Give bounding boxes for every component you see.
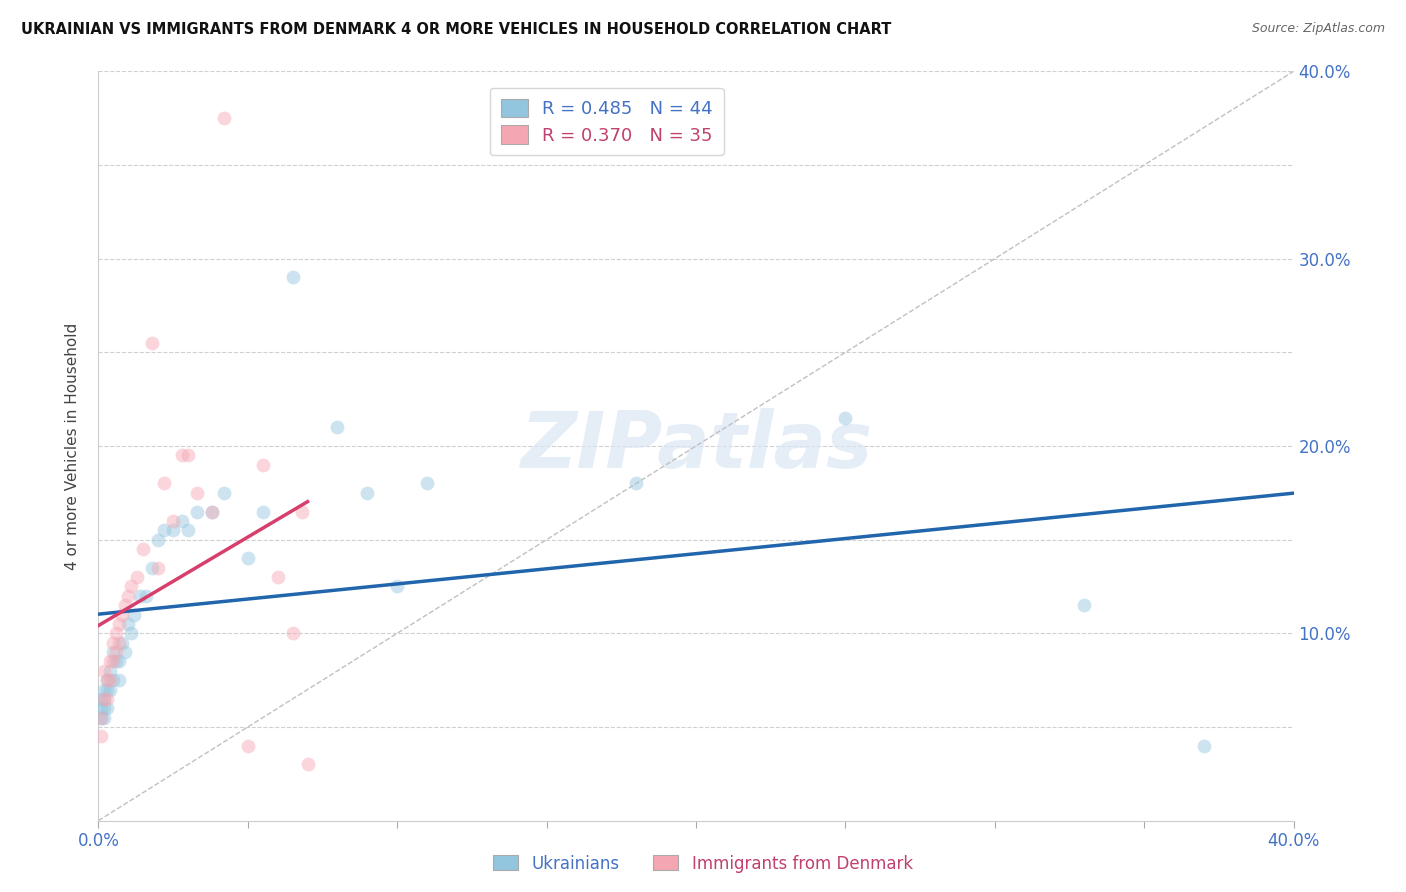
Point: [186, 505, 208, 519]
Point: [93, 692, 115, 706]
Point: [96, 692, 118, 706]
Point: [93, 682, 115, 697]
Point: [212, 486, 235, 500]
Point: [385, 580, 409, 594]
Text: ZIPatlas: ZIPatlas: [520, 408, 872, 484]
Point: [108, 617, 131, 632]
Point: [108, 635, 131, 649]
Point: [177, 524, 200, 538]
Point: [96, 673, 118, 688]
Point: [132, 542, 155, 557]
Point: [93, 710, 115, 724]
Point: [103, 645, 125, 659]
Point: [90, 730, 112, 744]
Point: [114, 599, 136, 613]
Point: [291, 505, 314, 519]
Point: [108, 673, 131, 688]
Point: [416, 476, 439, 491]
Point: [141, 561, 163, 575]
Point: [108, 655, 131, 669]
Point: [93, 701, 115, 715]
Point: [120, 580, 142, 594]
Point: [98, 664, 122, 678]
Point: [117, 589, 139, 603]
Point: [127, 570, 149, 584]
Legend: Ukrainians, Immigrants from Denmark: Ukrainians, Immigrants from Denmark: [486, 848, 920, 880]
Point: [98, 673, 122, 688]
Point: [148, 533, 170, 547]
Point: [201, 505, 224, 519]
Point: [105, 655, 128, 669]
Point: [103, 635, 125, 649]
Point: [236, 551, 259, 566]
Point: [98, 682, 122, 697]
Point: [124, 607, 146, 622]
Point: [135, 589, 157, 603]
Point: [111, 607, 134, 622]
Text: UKRAINIAN VS IMMIGRANTS FROM DENMARK 4 OR MORE VEHICLES IN HOUSEHOLD CORRELATION: UKRAINIAN VS IMMIGRANTS FROM DENMARK 4 O…: [21, 22, 891, 37]
Point: [267, 570, 290, 584]
Point: [326, 420, 349, 434]
Point: [153, 524, 176, 538]
Point: [1073, 599, 1095, 613]
Point: [162, 524, 184, 538]
Point: [93, 692, 115, 706]
Point: [356, 486, 378, 500]
Point: [105, 645, 128, 659]
Y-axis label: 4 or more Vehicles in Household: 4 or more Vehicles in Household: [65, 322, 80, 570]
Point: [834, 411, 856, 425]
Point: [281, 270, 304, 285]
Point: [90, 710, 112, 724]
Point: [103, 673, 125, 688]
Point: [105, 626, 128, 640]
Point: [186, 486, 208, 500]
Point: [153, 476, 176, 491]
Point: [96, 701, 118, 715]
Point: [281, 626, 304, 640]
Point: [1192, 739, 1215, 753]
Point: [236, 739, 259, 753]
Point: [129, 589, 152, 603]
Point: [93, 664, 115, 678]
Legend: R = 0.485   N = 44, R = 0.370   N = 35: R = 0.485 N = 44, R = 0.370 N = 35: [489, 88, 724, 155]
Point: [626, 476, 648, 491]
Point: [148, 561, 170, 575]
Point: [252, 458, 274, 472]
Point: [111, 635, 134, 649]
Point: [172, 514, 194, 528]
Point: [201, 505, 224, 519]
Point: [297, 757, 319, 772]
Point: [98, 655, 122, 669]
Point: [96, 682, 118, 697]
Text: Source: ZipAtlas.com: Source: ZipAtlas.com: [1251, 22, 1385, 36]
Point: [90, 701, 112, 715]
Point: [120, 626, 142, 640]
Point: [117, 617, 139, 632]
Point: [90, 692, 112, 706]
Point: [103, 655, 125, 669]
Point: [114, 645, 136, 659]
Point: [162, 514, 184, 528]
Point: [96, 673, 118, 688]
Point: [212, 112, 235, 126]
Point: [90, 710, 112, 724]
Point: [141, 336, 163, 351]
Point: [172, 449, 194, 463]
Point: [252, 505, 274, 519]
Point: [177, 449, 200, 463]
